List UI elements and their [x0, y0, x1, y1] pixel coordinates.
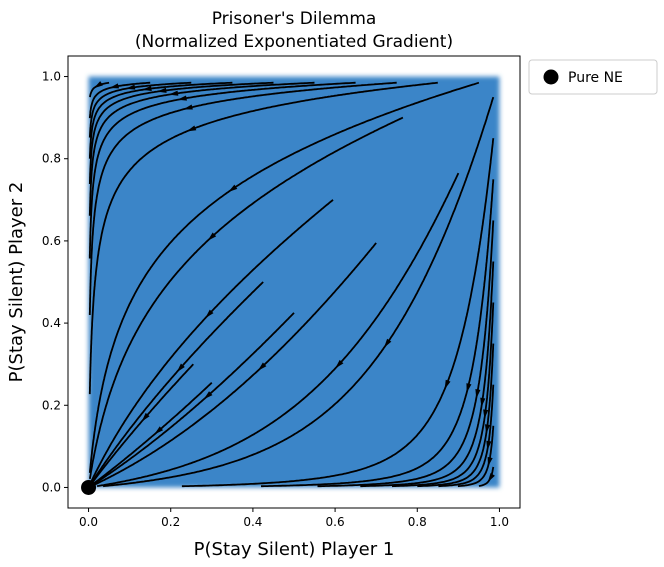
- streamline-arrow: [487, 473, 495, 483]
- streamline: [88, 81, 356, 259]
- x-tick-label: 0.8: [408, 515, 427, 529]
- streamline: [88, 81, 233, 159]
- streamline-arrow: [480, 397, 486, 408]
- streamline: [360, 261, 495, 488]
- streamline-arrow: [486, 440, 492, 451]
- streamline: [88, 81, 397, 315]
- streamline: [89, 116, 404, 480]
- streamline-arrow: [176, 363, 185, 373]
- legend: Pure NE: [528, 59, 658, 95]
- streamline: [89, 199, 334, 484]
- streamline: [89, 382, 213, 487]
- streamline: [261, 179, 495, 488]
- streamline-arrow: [93, 81, 103, 89]
- streamline: [417, 343, 495, 488]
- streamlines: [88, 81, 495, 488]
- plot-area: [67, 55, 521, 509]
- streamline-arrow: [444, 379, 451, 390]
- y-tick-label: 0.2: [42, 398, 61, 412]
- x-tick-label: 1.0: [490, 515, 509, 529]
- streamline: [96, 172, 460, 487]
- plot-frame: [67, 55, 521, 509]
- streamline: [89, 281, 264, 486]
- streamline-arrow: [142, 85, 152, 92]
- streamline: [317, 220, 495, 488]
- y-axis-label: P(Stay Silent) Player 2: [6, 182, 27, 383]
- x-tick-label: 0.4: [243, 515, 262, 529]
- streamline-arrow: [154, 426, 164, 435]
- streamline-arrow: [483, 409, 489, 419]
- streamline-arrow: [383, 338, 392, 348]
- x-tick-label: 0.0: [79, 515, 98, 529]
- chart-title-line-1: Prisoner's Dilemma: [212, 9, 377, 29]
- legend-entry-pure-ne: Pure NE: [568, 70, 623, 86]
- streamline: [391, 302, 495, 488]
- streamline: [90, 312, 295, 487]
- y-tick-label: 0.6: [42, 234, 61, 248]
- streamline-arrow: [141, 412, 150, 422]
- streamline: [89, 363, 194, 487]
- equilibrium-points: [81, 479, 97, 495]
- streamline: [438, 384, 495, 488]
- y-tick-label: 0.4: [42, 316, 61, 330]
- streamline: [92, 242, 377, 487]
- streamline-arrow: [109, 83, 120, 89]
- x-axis-label: P(Stay Silent) Player 1: [194, 539, 395, 560]
- streamline-arrow: [228, 184, 238, 193]
- streamline-arrow: [207, 232, 217, 241]
- chart-title-line-2: (Normalized Exponentiated Gradient): [135, 32, 453, 52]
- streamline-arrow: [183, 104, 193, 110]
- streamline-arrow: [335, 359, 344, 369]
- legend-box: [528, 59, 658, 95]
- legend-marker-pure-ne: [543, 69, 559, 85]
- y-tick-label: 1.0: [42, 70, 61, 84]
- streamline-arrow: [186, 125, 197, 132]
- y-tick-label: 0.0: [42, 480, 61, 494]
- streamline: [88, 81, 438, 395]
- streamline: [88, 81, 192, 138]
- streamline: [88, 81, 480, 474]
- streamline-arrow: [203, 391, 213, 400]
- x-tick-label: 0.6: [326, 515, 345, 529]
- streamline: [88, 81, 274, 185]
- streamline-arrow: [125, 84, 136, 90]
- streamline-arrow: [205, 309, 214, 319]
- y-axis: 0.0 0.2 0.4 0.6 0.8 1.0: [42, 70, 68, 494]
- pure-ne-point: [81, 479, 97, 495]
- y-tick-label: 0.8: [42, 152, 61, 166]
- streamline-arrow: [487, 456, 493, 467]
- streamline-arrow: [484, 424, 491, 434]
- streamline-arrow: [157, 87, 167, 93]
- streamline: [88, 81, 315, 216]
- streamline-arrow: [475, 389, 481, 399]
- streamline-arrow: [168, 90, 179, 96]
- streamline-arrow: [466, 383, 472, 393]
- streamline: [102, 96, 495, 488]
- streamline: [181, 138, 495, 488]
- streamline-arrow: [257, 362, 267, 371]
- vector-field-region: [88, 76, 500, 488]
- streamline-arrow: [177, 95, 187, 101]
- x-tick-label: 0.2: [161, 515, 180, 529]
- x-axis: 0.0 0.2 0.4 0.6 0.8 1.0: [79, 508, 509, 529]
